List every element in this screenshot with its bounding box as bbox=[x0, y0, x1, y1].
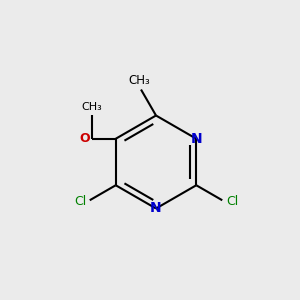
Text: N: N bbox=[190, 132, 202, 146]
Text: N: N bbox=[150, 202, 162, 215]
Text: Cl: Cl bbox=[226, 195, 238, 208]
Text: CH₃: CH₃ bbox=[129, 74, 150, 87]
Text: CH₃: CH₃ bbox=[81, 102, 102, 112]
Text: Cl: Cl bbox=[74, 195, 86, 208]
Text: O: O bbox=[79, 132, 90, 145]
